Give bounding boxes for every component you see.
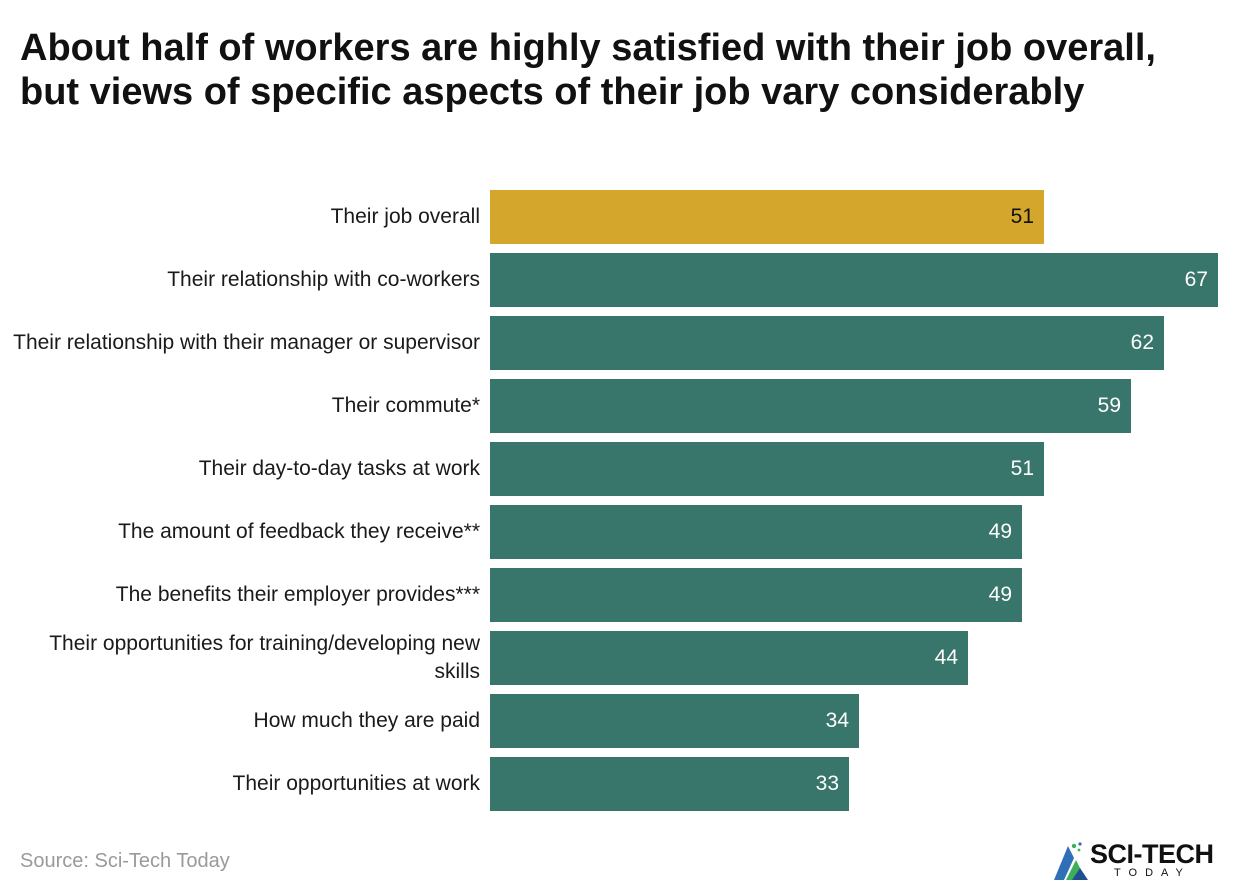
bar-label: Their opportunities for training/develop… (49, 632, 480, 683)
bar (490, 631, 968, 685)
bar-label: Their commute* (331, 394, 480, 417)
bar-label: Their relationship with co-workers (167, 268, 480, 291)
bar (490, 190, 1044, 244)
bar-value-label: 59 (1097, 394, 1121, 417)
bar (490, 505, 1022, 559)
bar-value-label: 49 (988, 520, 1012, 543)
bar-label: The benefits their employer provides*** (115, 583, 480, 606)
bar (490, 316, 1164, 370)
source-note: Source: Sci-Tech Today (20, 850, 230, 872)
bar-label: Their day-to-day tasks at work (198, 457, 480, 480)
bar (490, 694, 859, 748)
bar (490, 253, 1218, 307)
bar (490, 442, 1044, 496)
bar-value-label: 51 (1010, 205, 1034, 228)
bar-value-label: 44 (934, 646, 958, 669)
bar-value-label: 34 (825, 709, 849, 732)
bar-label: Their relationship with their manager or… (13, 331, 480, 354)
bar-label: Their job overall (330, 205, 480, 228)
bar-value-label: 51 (1010, 457, 1034, 480)
chart-title: About half of workers are highly satisfi… (20, 27, 1156, 113)
logo-wordmark: SCI-TECH (1090, 839, 1214, 869)
bar-value-label: 33 (815, 772, 839, 795)
bar-value-label: 49 (988, 583, 1012, 606)
sci-tech-logo-icon (1054, 842, 1088, 880)
bar (490, 757, 849, 811)
bar-label: How much they are paid (253, 709, 480, 732)
logo-subtitle: TODAY (1114, 867, 1191, 879)
bar (490, 379, 1131, 433)
brand-logo: SCI-TECH TODAY (1052, 838, 1227, 882)
bar-label: The amount of feedback they receive** (118, 520, 480, 543)
bar-value-label: 67 (1184, 268, 1208, 291)
bar-label: Their opportunities at work (232, 772, 480, 795)
bar-value-label: 62 (1130, 331, 1154, 354)
bar (490, 568, 1022, 622)
